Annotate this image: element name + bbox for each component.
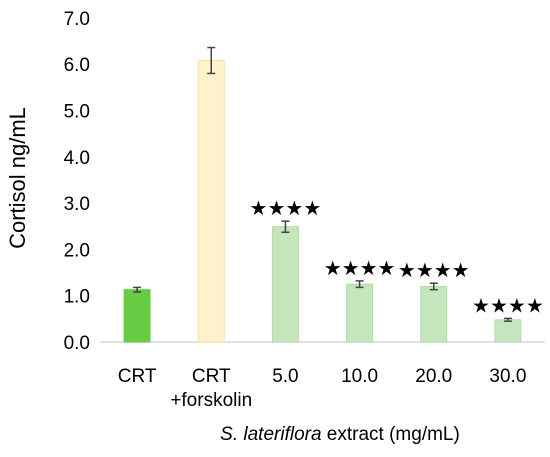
y-axis-title-wrap: Cortisol ng/mL	[0, 0, 40, 457]
bar	[271, 226, 299, 343]
significance-marker: ★★★★	[398, 260, 470, 282]
x-tick-label: CRT	[118, 366, 157, 387]
y-tick-label: 4.0	[64, 148, 90, 169]
error-bar	[355, 280, 364, 289]
x-axis-title: S. lateriflora extract (mg/mL)	[140, 424, 540, 446]
y-tick-label: 6.0	[64, 55, 90, 76]
x-tick-label: 20.0	[415, 366, 452, 387]
bar	[494, 319, 522, 343]
x-tick-label: CRT	[192, 366, 231, 387]
y-tick-label: 7.0	[64, 9, 90, 30]
x-axis-ticks: CRT CRT +forskolin 5.0 10.0 20.0 30.0	[118, 366, 527, 411]
error-bars	[133, 46, 512, 322]
y-tick-label: 0.0	[64, 333, 90, 354]
significance-markers: ★★★★★★★★ ★★★★★★★★	[250, 198, 544, 317]
y-tick-label: 3.0	[64, 194, 90, 215]
significance-marker: ★★★★	[324, 258, 396, 280]
y-tick-label: 5.0	[64, 102, 90, 123]
significance-marker: ★★★★	[472, 295, 544, 317]
x-tick-label: +forskolin	[170, 390, 252, 411]
error-bar	[281, 220, 290, 234]
error-bar	[207, 46, 216, 75]
bar	[346, 283, 374, 343]
bar	[123, 289, 151, 343]
x-axis-title-species: S. lateriflora	[220, 424, 322, 445]
error-bar	[429, 282, 438, 291]
error-bar	[503, 317, 512, 322]
bar	[197, 59, 225, 343]
bars	[123, 59, 522, 343]
x-axis-title-rest: extract (mg/mL)	[321, 424, 460, 445]
error-bar	[133, 286, 142, 293]
y-tick-label: 2.0	[64, 240, 90, 261]
y-axis-title: Cortisol ng/mL	[5, 107, 30, 249]
x-tick-label: 5.0	[272, 366, 298, 387]
y-tick-label: 1.0	[64, 287, 90, 308]
y-axis-ticks: 0.0 1.0 2.0 3.0 4.0 5.0 6.0 7.0	[64, 9, 90, 354]
x-tick-label: 30.0	[489, 366, 526, 387]
significance-marker: ★★★★	[250, 198, 322, 220]
x-tick-label: 10.0	[341, 366, 378, 387]
bar	[420, 285, 448, 343]
